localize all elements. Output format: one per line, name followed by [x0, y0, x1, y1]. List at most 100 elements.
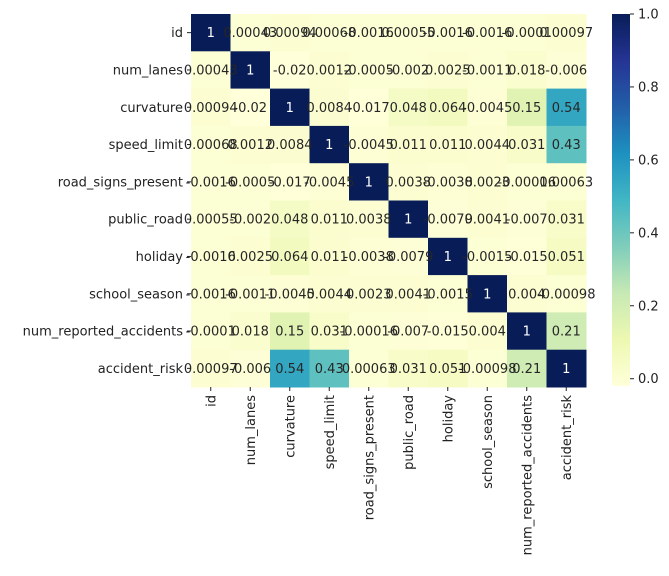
heatmap-cell [349, 200, 389, 239]
heatmap-cell [270, 88, 310, 127]
heatmap-cell [388, 200, 429, 239]
heatmap-cell [230, 200, 271, 239]
heatmap-cell [349, 51, 389, 90]
cell-value-label: 0.031 [390, 362, 427, 377]
heatmap-cell [546, 237, 587, 276]
heatmap-cell [309, 51, 350, 90]
heatmap-cell [546, 14, 587, 52]
heatmap-cell [428, 349, 468, 388]
y-axis: id num_lanes curvature speed_limit road_sign… [23, 26, 191, 377]
cell-value-label: 0.0012 [228, 138, 274, 153]
cell-value-label: -0.0005 [225, 175, 275, 190]
heatmap-cell [349, 125, 389, 164]
cell-value-label: -0.015 [506, 250, 548, 265]
cell-value-label: 0.031 [508, 138, 545, 153]
cell-value-label: 0.00094 [263, 26, 317, 41]
heatmap-cell [270, 125, 310, 164]
heatmap-cell [467, 349, 508, 388]
cell-value-label: -0.0011 [462, 63, 512, 78]
heatmap-cell [467, 14, 508, 52]
cell-value-label: 0.064 [271, 250, 308, 265]
cell-value-label: 0.21 [512, 362, 541, 377]
heatmap-cell [388, 14, 429, 52]
cell-value-label: 1 [365, 175, 373, 190]
cell-value-label: 0.048 [271, 213, 308, 228]
cell-value-label: 0.0044 [465, 138, 511, 153]
heatmap-cell [349, 275, 389, 313]
cell-value-label: -0.0045 [265, 287, 315, 302]
cell-value-label: 0.00063 [539, 175, 593, 190]
colorbar-tick-label: 0.4 [638, 226, 659, 241]
cell-value-label: 0.0084 [307, 101, 353, 116]
cell-value-label: 0.0038 [346, 213, 392, 228]
cell-value-label: -0.0005 [344, 63, 394, 78]
heatmap-cell [507, 14, 547, 52]
heatmap-cell [507, 163, 547, 201]
x-tick-label: school_season [481, 395, 496, 489]
heatmap-cell [428, 163, 468, 201]
heatmap-cell [230, 275, 271, 313]
heatmap-cell [467, 200, 508, 239]
heatmap-cell [546, 125, 587, 164]
heatmap-cell [349, 163, 389, 201]
cell-value-label: -0.00016 [498, 175, 556, 190]
heatmap-cell [546, 200, 587, 239]
x-tick-label: num_lanes [244, 395, 259, 465]
cell-value-label: 1 [562, 362, 570, 377]
heatmap-cell [270, 51, 310, 90]
cell-value-label: 0.00068 [302, 26, 356, 41]
heatmap-cell [230, 14, 271, 52]
heatmap-cell [467, 125, 508, 164]
cell-value-label: 1 [404, 213, 412, 228]
cell-value-label: 0.011 [311, 250, 348, 265]
x-tick-label: holiday [441, 395, 456, 443]
cell-value-label: 1 [325, 138, 333, 153]
cell-value-label: -0.002 [229, 213, 271, 228]
cell-value-label: 0.051 [429, 362, 466, 377]
heatmap-cell [309, 275, 350, 313]
heatmap-cell [349, 88, 389, 127]
cell-value-label: 0.031 [548, 213, 585, 228]
heatmap-cell [507, 349, 547, 388]
heatmap-cell [191, 125, 231, 164]
heatmap-cell [388, 275, 429, 313]
cell-value-label: 1 [483, 287, 491, 302]
heatmap-cell [309, 88, 350, 127]
cell-value-label: 0.00063 [342, 362, 396, 377]
colorbar-tick-label: 0.0 [638, 372, 659, 387]
y-tick-label: public_road [108, 213, 183, 228]
cell-value-label: -0.006 [229, 362, 271, 377]
heatmap-cell [467, 51, 508, 90]
heatmap-cell [270, 14, 310, 52]
heatmap-cell [230, 349, 271, 388]
cell-value-label: -0.0016 [186, 250, 236, 265]
heatmap-cell [270, 200, 310, 239]
cell-value-label: -0.007 [387, 325, 429, 340]
cell-value-label: 0.011 [390, 138, 427, 153]
heatmap-cell [388, 349, 429, 388]
heatmap-cell [388, 163, 429, 201]
cell-value-label: 0.064 [429, 101, 466, 116]
cell-value-label: -0.00098 [458, 362, 516, 377]
heatmap-cell [428, 275, 468, 313]
cell-value-label: -0.0079 [383, 250, 433, 265]
cell-value-label: 0.0023 [346, 287, 392, 302]
cell-value-label: -0.002 [387, 63, 429, 78]
cell-value-label: -0.0001 [502, 26, 552, 41]
heatmap-cell [270, 237, 310, 276]
y-tick-label: road_signs_present [58, 175, 183, 190]
cell-value-label: -0.0015 [423, 287, 473, 302]
heatmap-cell [191, 51, 231, 90]
cell-value-label: 0.00043 [223, 26, 277, 41]
cell-value-label: 0.54 [275, 362, 304, 377]
colorbar-tick-label: 1.0 [638, 8, 659, 23]
heatmap-cell [270, 275, 310, 313]
heatmap-cell [230, 237, 271, 276]
heatmap-cell [428, 312, 468, 351]
cell-value-label: -0.00016 [340, 325, 398, 340]
heatmap-cell [309, 237, 350, 276]
cell-value-label: 0.0025 [228, 250, 274, 265]
cell-value-label: -0.007 [506, 213, 548, 228]
cell-value-label: 0.048 [390, 101, 427, 116]
